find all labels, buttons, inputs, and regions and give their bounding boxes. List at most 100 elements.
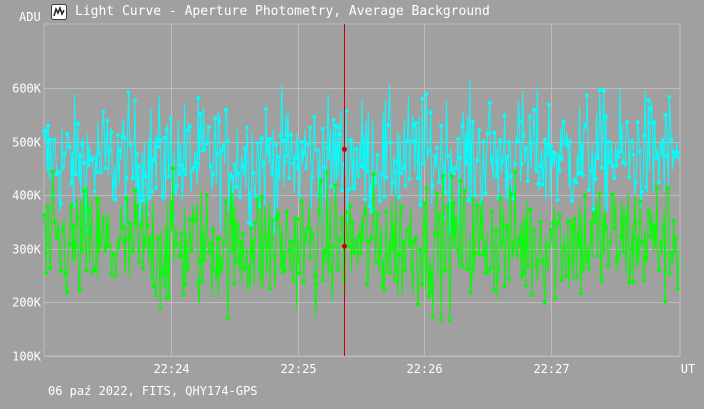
data-point xyxy=(485,270,490,275)
data-point xyxy=(593,218,598,223)
data-point xyxy=(481,139,486,144)
data-point xyxy=(124,175,129,180)
data-point xyxy=(71,223,76,228)
data-point xyxy=(154,292,158,297)
data-point xyxy=(428,290,433,295)
data-point xyxy=(211,227,215,232)
data-point xyxy=(384,175,389,180)
data-point xyxy=(494,173,499,178)
data-point xyxy=(568,258,573,263)
data-point xyxy=(109,272,114,277)
data-point xyxy=(445,153,450,158)
data-point xyxy=(90,156,95,161)
data-point xyxy=(154,186,158,190)
data-point xyxy=(409,139,414,144)
data-point xyxy=(86,163,91,168)
data-point xyxy=(333,183,338,188)
data-point xyxy=(200,279,205,284)
data-point xyxy=(673,236,678,241)
data-point xyxy=(437,214,442,219)
data-point xyxy=(517,242,522,247)
data-point xyxy=(544,259,549,264)
data-point xyxy=(257,266,262,271)
data-point xyxy=(113,197,118,202)
data-point xyxy=(555,221,560,225)
data-point xyxy=(390,180,395,185)
data-point xyxy=(335,267,340,272)
data-point xyxy=(599,165,604,170)
data-point xyxy=(635,237,640,242)
data-point xyxy=(219,148,224,153)
data-point xyxy=(86,208,91,212)
cursor-marker xyxy=(342,243,347,249)
data-point xyxy=(382,194,387,199)
data-point xyxy=(217,236,222,241)
data-point xyxy=(511,240,516,245)
data-point xyxy=(276,212,281,217)
data-point xyxy=(124,196,129,201)
data-point xyxy=(568,139,573,144)
data-point xyxy=(348,204,353,209)
data-point xyxy=(323,248,327,253)
data-point xyxy=(587,266,592,271)
data-point xyxy=(143,174,148,179)
data-point xyxy=(170,166,175,171)
data-point xyxy=(179,163,184,168)
data-point xyxy=(671,149,676,154)
data-point xyxy=(297,271,302,276)
data-point xyxy=(608,239,613,244)
data-point xyxy=(61,225,65,230)
data-point xyxy=(612,225,617,230)
data-point xyxy=(502,113,507,118)
data-point xyxy=(301,150,306,155)
data-point xyxy=(259,194,264,199)
data-point xyxy=(255,197,260,202)
data-point xyxy=(263,106,268,111)
data-point xyxy=(549,227,554,232)
data-point xyxy=(272,253,277,258)
data-point xyxy=(291,277,296,282)
data-point xyxy=(84,268,89,273)
data-point xyxy=(168,116,173,121)
data-point xyxy=(563,140,568,145)
data-point xyxy=(242,266,247,271)
data-point xyxy=(667,95,672,100)
data-point xyxy=(621,249,625,254)
data-point xyxy=(648,107,653,111)
data-point xyxy=(183,282,188,287)
data-point xyxy=(587,187,592,192)
data-point xyxy=(151,284,156,288)
light-curve-chart[interactable]: 100K 200K 300K 400K 500K 600K 22:24 22:25 22:26 2… xyxy=(0,0,704,384)
data-point xyxy=(536,181,541,186)
data-point xyxy=(249,226,254,231)
cursor-layer[interactable] xyxy=(342,24,347,356)
data-point xyxy=(240,232,245,236)
data-point xyxy=(301,280,306,285)
data-point xyxy=(487,266,492,271)
window-title: Light Curve - Aperture Photometry, Avera… xyxy=(75,4,490,19)
data-point xyxy=(63,270,68,275)
data-point xyxy=(519,274,524,279)
data-point xyxy=(187,217,192,222)
data-point xyxy=(266,241,270,246)
data-point xyxy=(570,199,575,204)
data-point xyxy=(329,184,334,189)
data-point xyxy=(268,136,273,141)
data-point xyxy=(162,135,167,140)
data-point xyxy=(80,142,84,147)
data-point xyxy=(511,196,516,201)
data-point xyxy=(69,203,74,208)
data-point xyxy=(456,136,461,141)
data-point xyxy=(358,250,363,255)
data-point xyxy=(580,265,585,270)
data-point xyxy=(75,215,80,220)
data-point xyxy=(498,196,503,201)
data-point xyxy=(375,211,380,216)
data-point xyxy=(130,176,135,181)
data-point xyxy=(661,226,666,231)
data-point xyxy=(371,207,376,212)
data-point xyxy=(196,96,201,100)
data-point xyxy=(206,125,211,129)
data-point xyxy=(559,157,564,162)
data-point xyxy=(464,160,469,165)
